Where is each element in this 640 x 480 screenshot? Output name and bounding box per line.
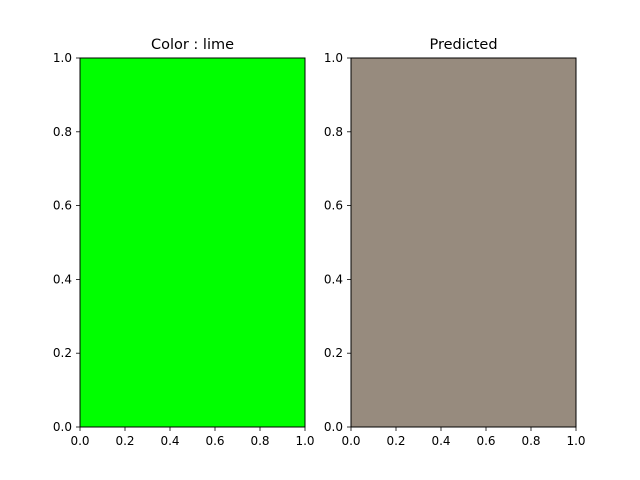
x-tick-label: 0.0	[341, 434, 360, 448]
x-tick-label: 0.2	[115, 434, 134, 448]
x-tick-label: 0.4	[160, 434, 179, 448]
y-tick-label: 0.6	[53, 199, 72, 213]
y-tick-label: 0.0	[324, 420, 343, 434]
chart-title: Predicted	[429, 37, 497, 53]
y-tick-label: 0.8	[53, 125, 72, 139]
y-tick-label: 1.0	[324, 51, 343, 65]
y-tick-label: 0.0	[53, 420, 72, 434]
subplots: Color : lime 0.0 0.2 0.4 0.6 0.8 1.0 0.0 0.2 0.4 0…	[53, 37, 586, 448]
x-tick-label: 0.4	[431, 434, 450, 448]
color-fill	[351, 58, 576, 427]
y-tick-label: 0.2	[324, 346, 343, 360]
x-tick-label: 0.0	[70, 434, 89, 448]
x-tick-label: 0.8	[250, 434, 269, 448]
y-tick-label: 0.8	[324, 125, 343, 139]
x-tick-label: 1.0	[295, 434, 314, 448]
subplot-1: Color : lime 0.0 0.2 0.4 0.6 0.8 1.0 0.0 0.2 0.4 0…	[53, 37, 315, 448]
chart-title: Color : lime	[151, 37, 234, 53]
x-tick-label: 0.8	[521, 434, 540, 448]
x-tick-label: 0.6	[205, 434, 224, 448]
x-tick-label: 0.2	[386, 434, 405, 448]
y-tick-label: 0.6	[324, 199, 343, 213]
y-tick-label: 0.2	[53, 346, 72, 360]
x-tick-label: 1.0	[566, 434, 585, 448]
subplot-2: Predicted 0.0 0.2 0.4 0.6 0.8 1.0 0.0 0.2 0.4 0.6 0…	[324, 37, 586, 448]
y-tick-label: 0.4	[324, 272, 343, 286]
axes-frame	[350, 57, 577, 428]
color-fill	[80, 58, 305, 427]
x-tick-label: 0.6	[476, 434, 495, 448]
axes-frame	[79, 57, 306, 428]
y-tick-label: 0.4	[53, 272, 72, 286]
y-tick-label: 1.0	[53, 51, 72, 65]
